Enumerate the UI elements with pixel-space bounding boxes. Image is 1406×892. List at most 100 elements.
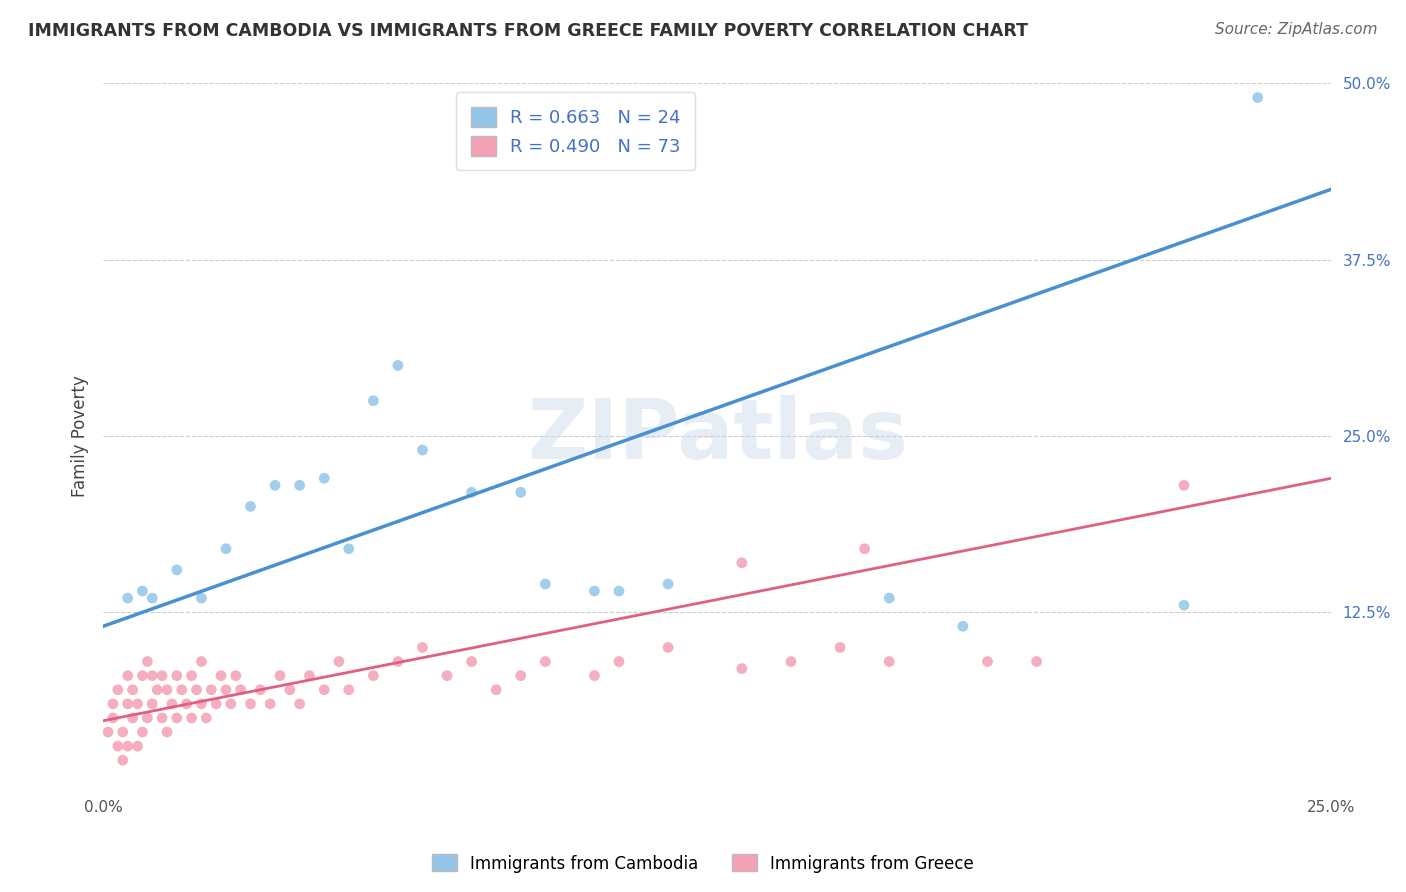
Point xyxy=(657,640,679,655)
Text: ZIPatlas: ZIPatlas xyxy=(527,395,908,476)
Point xyxy=(1247,90,1270,104)
Point xyxy=(170,682,193,697)
Point xyxy=(131,725,153,739)
Point xyxy=(337,541,360,556)
Point xyxy=(363,393,385,408)
Point xyxy=(180,711,202,725)
Point xyxy=(607,584,630,599)
Point xyxy=(101,711,124,725)
Point xyxy=(141,668,163,682)
Point xyxy=(249,682,271,697)
Point xyxy=(314,682,336,697)
Point xyxy=(485,682,508,697)
Point xyxy=(176,697,198,711)
Point xyxy=(411,443,433,458)
Point xyxy=(877,655,900,669)
Point xyxy=(1025,655,1047,669)
Point xyxy=(534,577,557,591)
Point xyxy=(239,697,262,711)
Point xyxy=(215,682,238,697)
Point xyxy=(150,711,173,725)
Point xyxy=(853,541,876,556)
Point xyxy=(607,655,630,669)
Point xyxy=(205,697,228,711)
Point xyxy=(583,668,606,682)
Point xyxy=(131,668,153,682)
Point xyxy=(436,668,458,682)
Point xyxy=(190,697,212,711)
Point xyxy=(156,725,179,739)
Point xyxy=(314,471,336,485)
Point xyxy=(156,682,179,697)
Point xyxy=(141,697,163,711)
Point xyxy=(190,591,212,606)
Point xyxy=(363,668,385,682)
Point xyxy=(509,668,531,682)
Legend: Immigrants from Cambodia, Immigrants from Greece: Immigrants from Cambodia, Immigrants fro… xyxy=(426,847,980,880)
Point xyxy=(239,500,262,514)
Point xyxy=(509,485,531,500)
Point xyxy=(731,556,754,570)
Point xyxy=(127,739,149,753)
Point xyxy=(195,711,218,725)
Point xyxy=(288,478,311,492)
Legend: R = 0.663   N = 24, R = 0.490   N = 73: R = 0.663 N = 24, R = 0.490 N = 73 xyxy=(456,93,695,170)
Point xyxy=(583,584,606,599)
Point xyxy=(150,668,173,682)
Point xyxy=(460,655,482,669)
Point xyxy=(190,655,212,669)
Point xyxy=(209,668,232,682)
Point xyxy=(225,668,247,682)
Point xyxy=(186,682,208,697)
Text: IMMIGRANTS FROM CAMBODIA VS IMMIGRANTS FROM GREECE FAMILY POVERTY CORRELATION CH: IMMIGRANTS FROM CAMBODIA VS IMMIGRANTS F… xyxy=(28,22,1028,40)
Point xyxy=(460,485,482,500)
Point xyxy=(136,655,159,669)
Point xyxy=(657,577,679,591)
Point xyxy=(828,640,851,655)
Point xyxy=(127,697,149,711)
Point xyxy=(264,478,287,492)
Point xyxy=(259,697,281,711)
Point xyxy=(215,541,238,556)
Point xyxy=(1173,598,1195,612)
Point xyxy=(219,697,242,711)
Point xyxy=(534,655,557,669)
Point xyxy=(107,739,129,753)
Point xyxy=(141,591,163,606)
Point xyxy=(411,640,433,655)
Point xyxy=(166,711,188,725)
Point xyxy=(387,359,409,373)
Point xyxy=(952,619,974,633)
Point xyxy=(780,655,803,669)
Point xyxy=(387,655,409,669)
Point xyxy=(117,697,139,711)
Point xyxy=(877,591,900,606)
Point xyxy=(976,655,998,669)
Point xyxy=(166,668,188,682)
Point xyxy=(731,662,754,676)
Point xyxy=(117,739,139,753)
Point xyxy=(288,697,311,711)
Point xyxy=(337,682,360,697)
Point xyxy=(117,668,139,682)
Point xyxy=(160,697,183,711)
Point xyxy=(131,584,153,599)
Point xyxy=(229,682,252,697)
Point xyxy=(298,668,321,682)
Point xyxy=(328,655,350,669)
Point xyxy=(121,711,143,725)
Point xyxy=(101,697,124,711)
Point xyxy=(278,682,301,697)
Point xyxy=(269,668,291,682)
Point xyxy=(107,682,129,697)
Point xyxy=(1173,478,1195,492)
Y-axis label: Family Poverty: Family Poverty xyxy=(72,375,89,497)
Point xyxy=(136,711,159,725)
Point xyxy=(200,682,222,697)
Point xyxy=(111,753,134,767)
Point xyxy=(97,725,120,739)
Point xyxy=(117,591,139,606)
Point xyxy=(121,682,143,697)
Text: Source: ZipAtlas.com: Source: ZipAtlas.com xyxy=(1215,22,1378,37)
Point xyxy=(146,682,169,697)
